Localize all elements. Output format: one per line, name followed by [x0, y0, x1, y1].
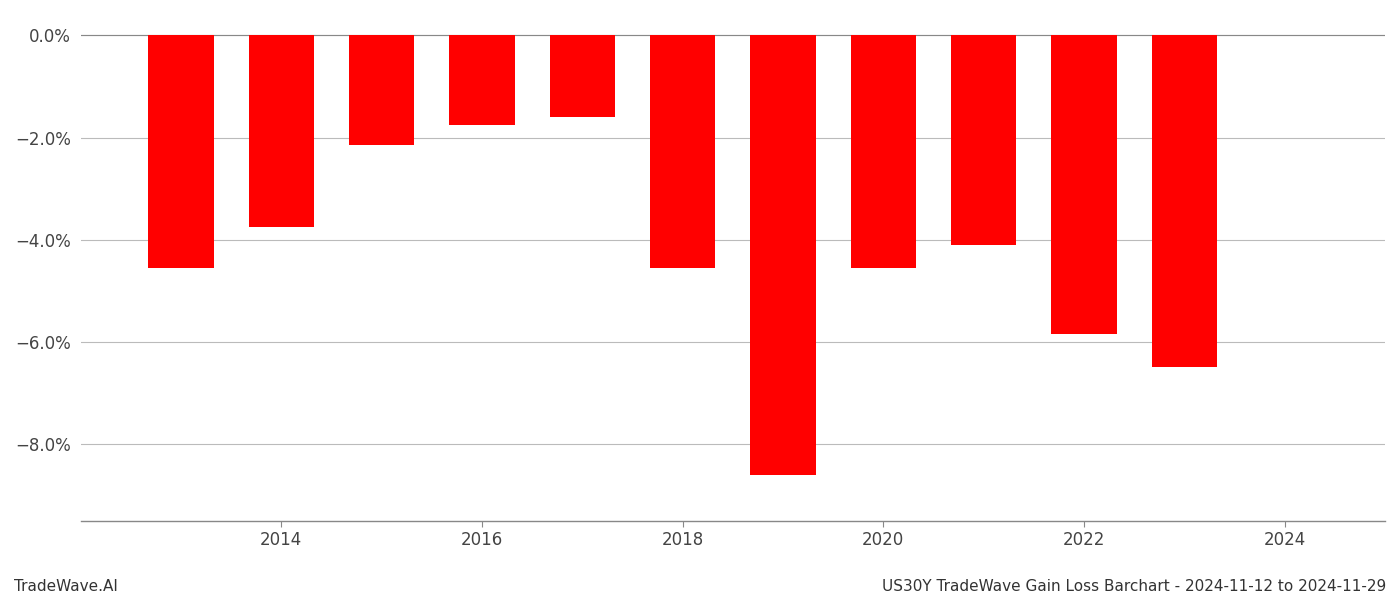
Text: US30Y TradeWave Gain Loss Barchart - 2024-11-12 to 2024-11-29: US30Y TradeWave Gain Loss Barchart - 202… — [882, 579, 1386, 594]
Bar — [1051, 35, 1117, 334]
Bar — [851, 35, 916, 268]
Bar — [449, 35, 515, 125]
Bar — [550, 35, 615, 117]
Bar — [1152, 35, 1217, 367]
Bar — [650, 35, 715, 268]
Bar — [349, 35, 414, 145]
Bar — [951, 35, 1016, 245]
Bar — [249, 35, 314, 227]
Text: TradeWave.AI: TradeWave.AI — [14, 579, 118, 594]
Bar — [750, 35, 816, 475]
Bar — [148, 35, 214, 268]
